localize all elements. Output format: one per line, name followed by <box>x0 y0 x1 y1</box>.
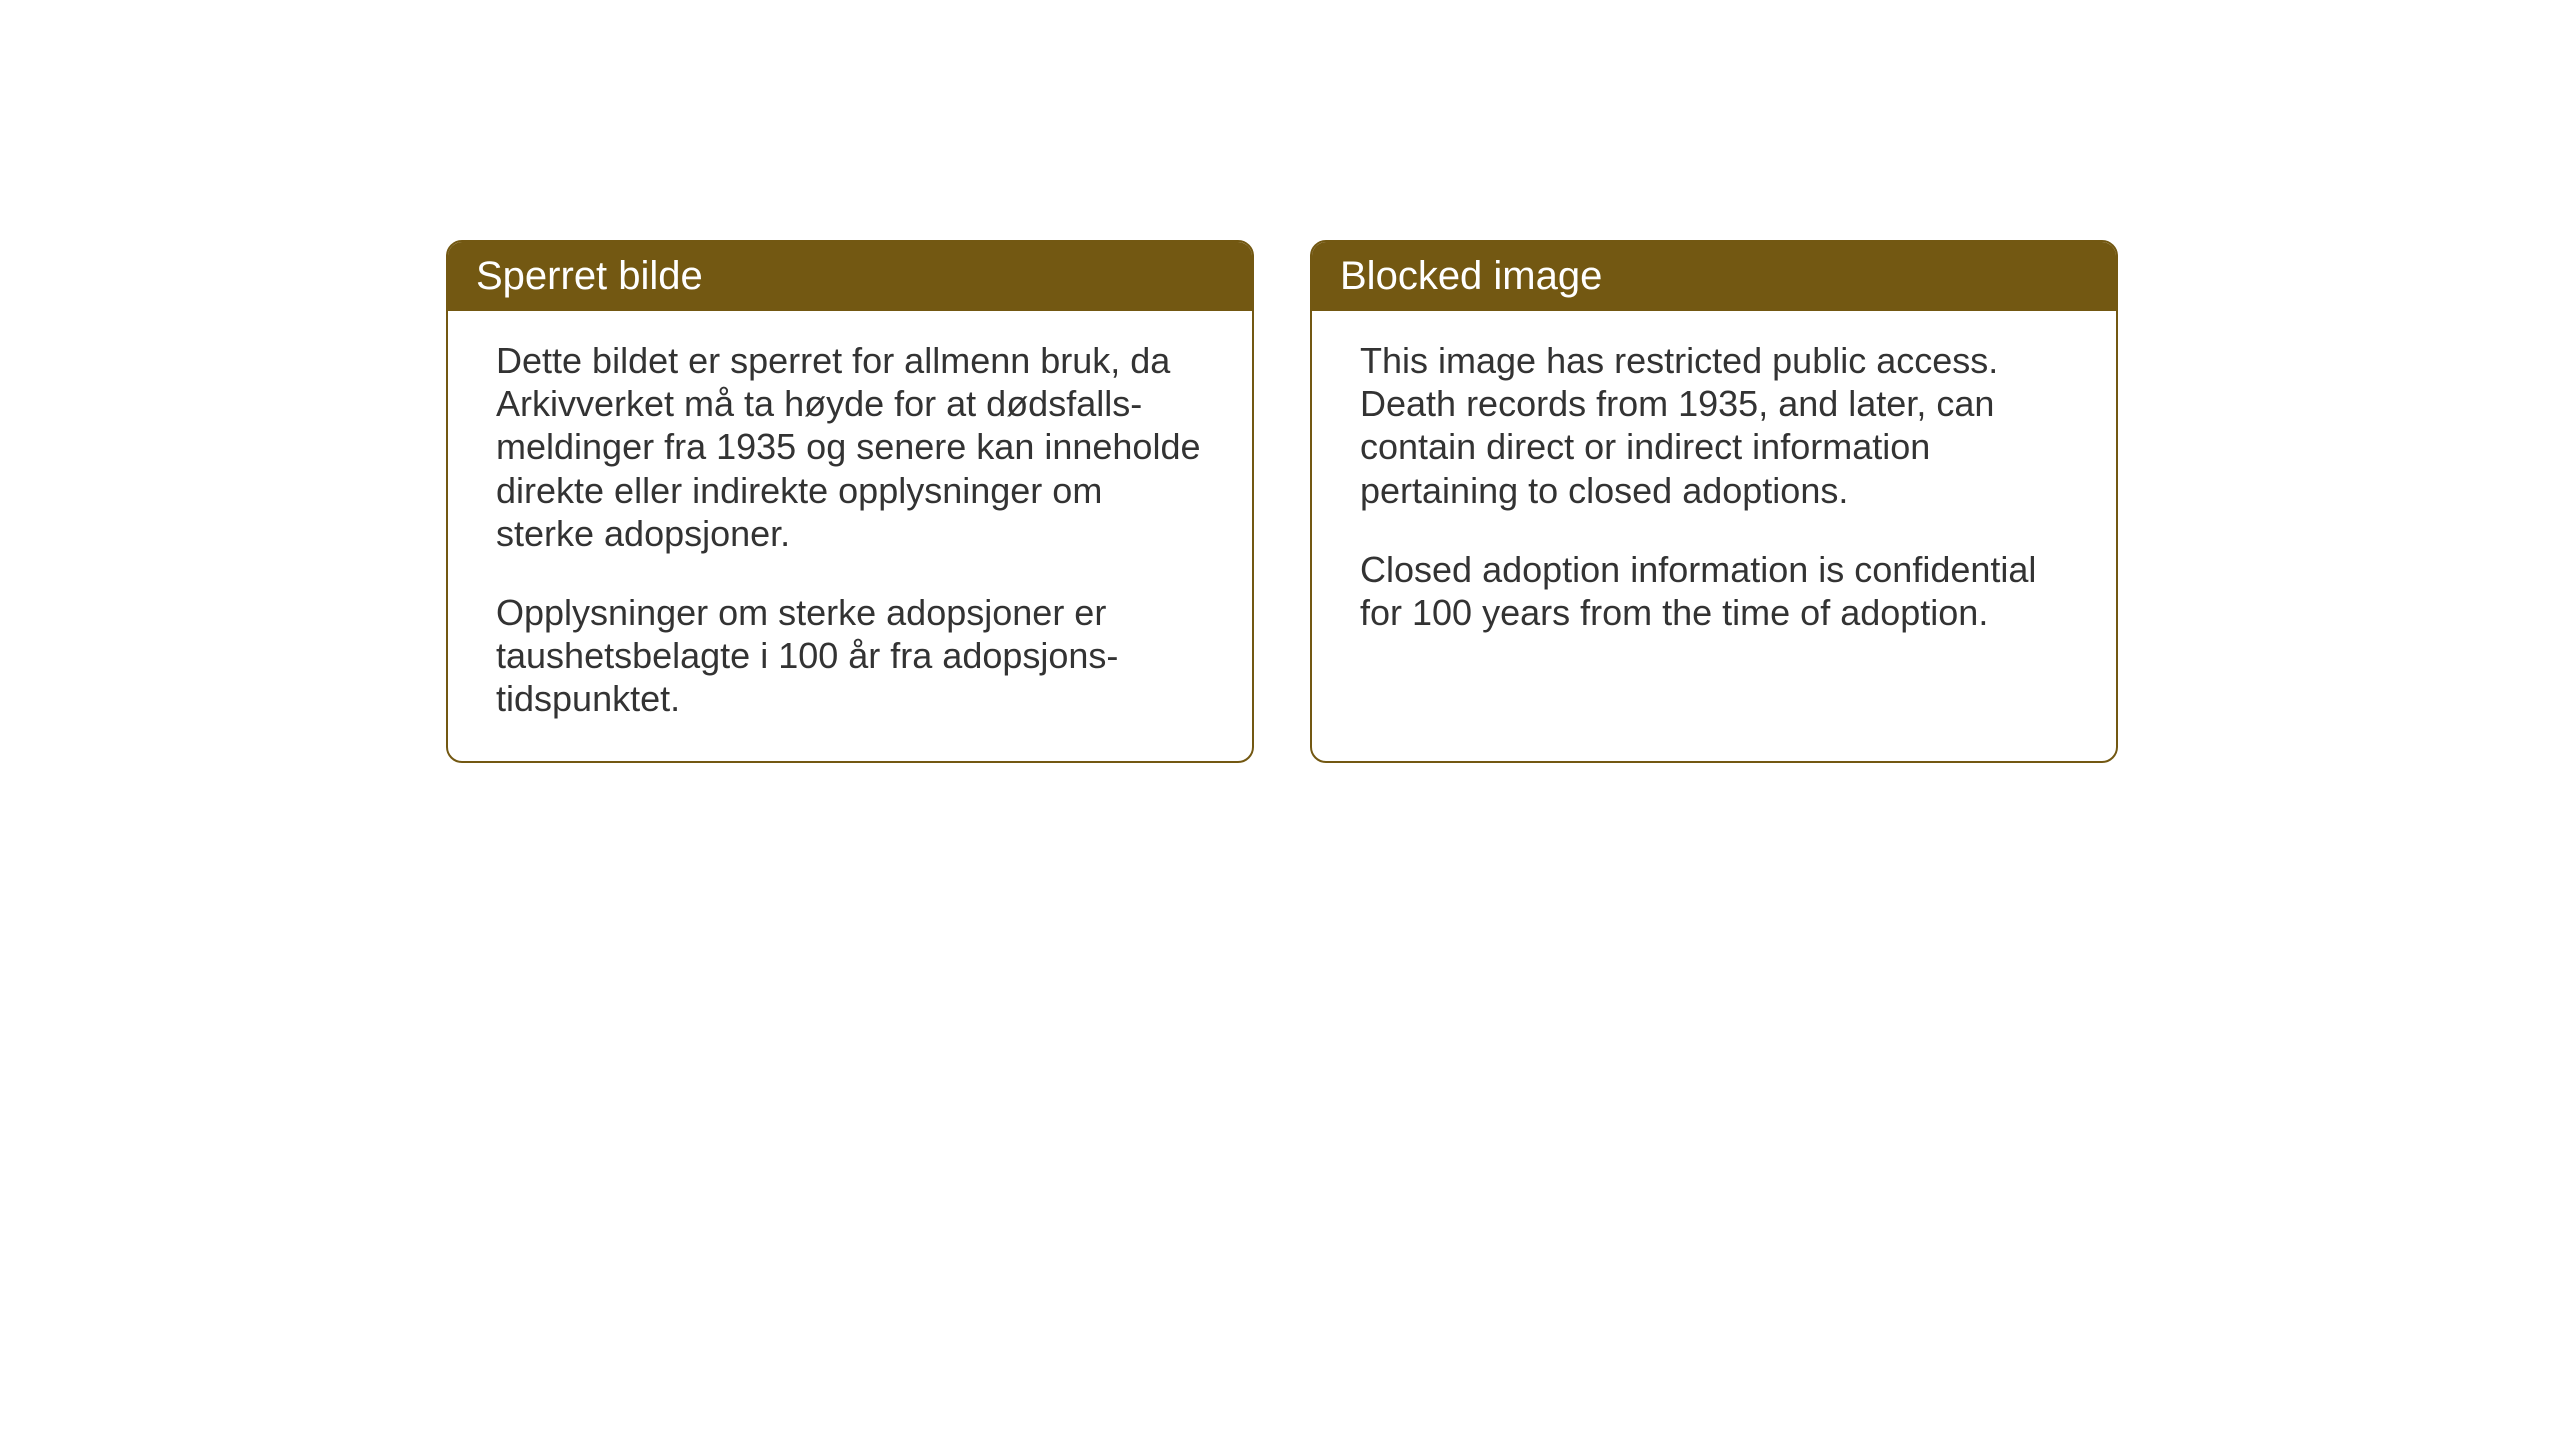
norwegian-paragraph-2: Opplysninger om sterke adopsjoner er tau… <box>496 591 1204 721</box>
english-card-body: This image has restricted public access.… <box>1312 311 2116 731</box>
english-card: Blocked image This image has restricted … <box>1310 240 2118 763</box>
english-paragraph-2: Closed adoption information is confident… <box>1360 548 2068 634</box>
norwegian-card-body: Dette bildet er sperret for allmenn bruk… <box>448 311 1252 761</box>
norwegian-paragraph-1: Dette bildet er sperret for allmenn bruk… <box>496 339 1204 555</box>
norwegian-card-title: Sperret bilde <box>476 254 1224 299</box>
english-card-title: Blocked image <box>1340 254 2088 299</box>
norwegian-card: Sperret bilde Dette bildet er sperret fo… <box>446 240 1254 763</box>
english-paragraph-1: This image has restricted public access.… <box>1360 339 2068 512</box>
notice-container: Sperret bilde Dette bildet er sperret fo… <box>446 240 2118 763</box>
english-card-header: Blocked image <box>1312 242 2116 311</box>
norwegian-card-header: Sperret bilde <box>448 242 1252 311</box>
